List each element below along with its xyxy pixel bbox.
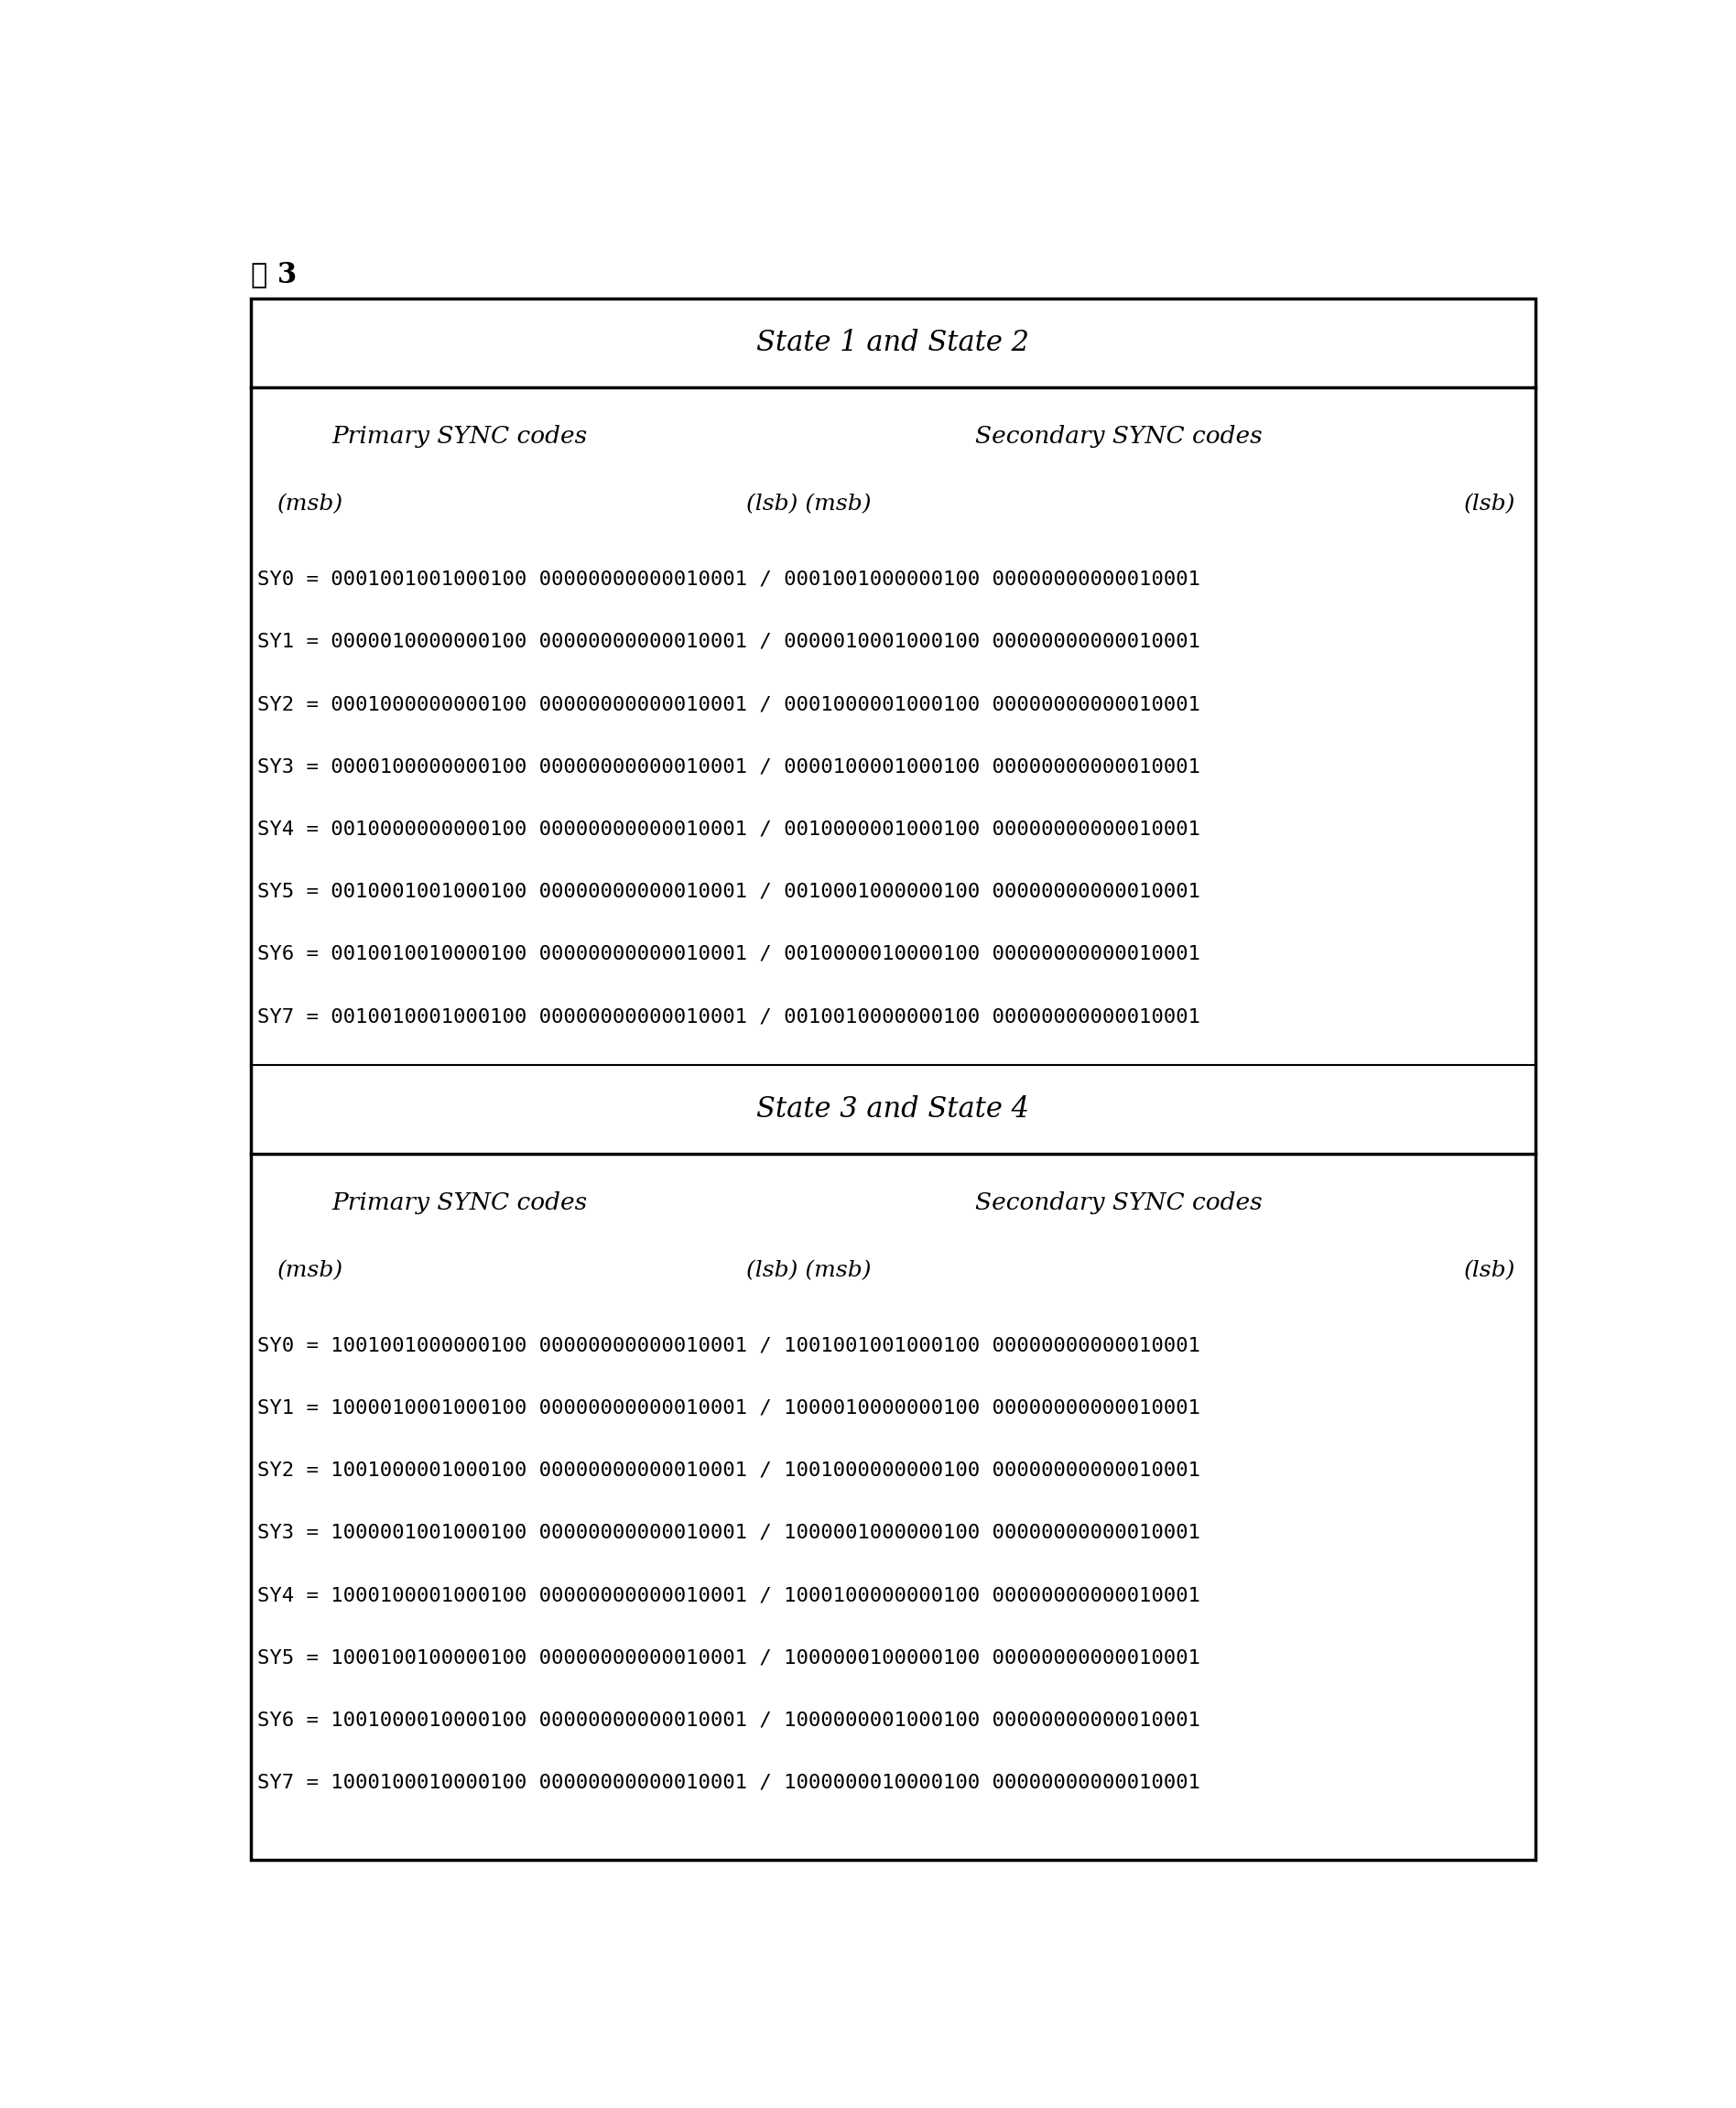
Text: Secondary SYNC codes: Secondary SYNC codes (976, 426, 1262, 447)
Text: Primary SYNC codes: Primary SYNC codes (332, 426, 587, 447)
Text: (lsb): (lsb) (1463, 1261, 1516, 1282)
Text: SY4 = 1000100001000100 00000000000010001 / 1000100000000100 00000000000010001: SY4 = 1000100001000100 00000000000010001… (257, 1585, 1200, 1604)
Text: 表 3: 表 3 (250, 259, 297, 289)
Text: (lsb): (lsb) (1463, 493, 1516, 514)
Text: (lsb) (msb): (lsb) (msb) (746, 1261, 871, 1282)
Text: Secondary SYNC codes: Secondary SYNC codes (976, 1191, 1262, 1214)
Text: SY7 = 1000100010000100 00000000000010001 / 1000000010000100 00000000000010001: SY7 = 1000100010000100 00000000000010001… (257, 1773, 1200, 1792)
Text: SY4 = 0010000000000100 00000000000010001 / 0010000001000100 00000000000010001: SY4 = 0010000000000100 00000000000010001… (257, 820, 1200, 839)
Text: SY1 = 0000010000000100 00000000000010001 / 0000010001000100 00000000000010001: SY1 = 0000010000000100 00000000000010001… (257, 632, 1200, 651)
Text: (msb): (msb) (278, 1261, 344, 1282)
Text: SY3 = 1000001001000100 00000000000010001 / 1000001000000100 00000000000010001: SY3 = 1000001001000100 00000000000010001… (257, 1524, 1200, 1541)
Text: SY0 = 1001001000000100 00000000000010001 / 1001001001000100 00000000000010001: SY0 = 1001001000000100 00000000000010001… (257, 1336, 1200, 1355)
Text: SY2 = 0001000000000100 00000000000010001 / 0001000001000100 00000000000010001: SY2 = 0001000000000100 00000000000010001… (257, 696, 1200, 713)
Text: (lsb) (msb): (lsb) (msb) (746, 493, 871, 514)
Text: SY1 = 1000010001000100 00000000000010001 / 1000010000000100 00000000000010001: SY1 = 1000010001000100 00000000000010001… (257, 1400, 1200, 1417)
Text: Primary SYNC codes: Primary SYNC codes (332, 1191, 587, 1214)
Text: SY3 = 0000100000000100 00000000000010001 / 0000100001000100 00000000000010001: SY3 = 0000100000000100 00000000000010001… (257, 757, 1200, 776)
Text: (msb): (msb) (278, 493, 344, 514)
Text: SY2 = 1001000001000100 00000000000010001 / 1001000000000100 00000000000010001: SY2 = 1001000001000100 00000000000010001… (257, 1461, 1200, 1480)
Text: State 1 and State 2: State 1 and State 2 (757, 329, 1029, 356)
Text: SY6 = 0010010010000100 00000000000010001 / 0010000010000100 00000000000010001: SY6 = 0010010010000100 00000000000010001… (257, 944, 1200, 963)
Text: SY7 = 0010010001000100 00000000000010001 / 0010010000000100 00000000000010001: SY7 = 0010010001000100 00000000000010001… (257, 1008, 1200, 1027)
Text: SY0 = 0001001001000100 00000000000010001 / 0001001000000100 00000000000010001: SY0 = 0001001001000100 00000000000010001… (257, 569, 1200, 588)
Text: SY6 = 1001000010000100 00000000000010001 / 1000000001000100 00000000000010001: SY6 = 1001000010000100 00000000000010001… (257, 1712, 1200, 1729)
Text: State 3 and State 4: State 3 and State 4 (757, 1094, 1029, 1124)
Text: SY5 = 0010001001000100 00000000000010001 / 0010001000000100 00000000000010001: SY5 = 0010001001000100 00000000000010001… (257, 883, 1200, 900)
Text: SY5 = 1000100100000100 00000000000010001 / 1000000100000100 00000000000010001: SY5 = 1000100100000100 00000000000010001… (257, 1648, 1200, 1667)
